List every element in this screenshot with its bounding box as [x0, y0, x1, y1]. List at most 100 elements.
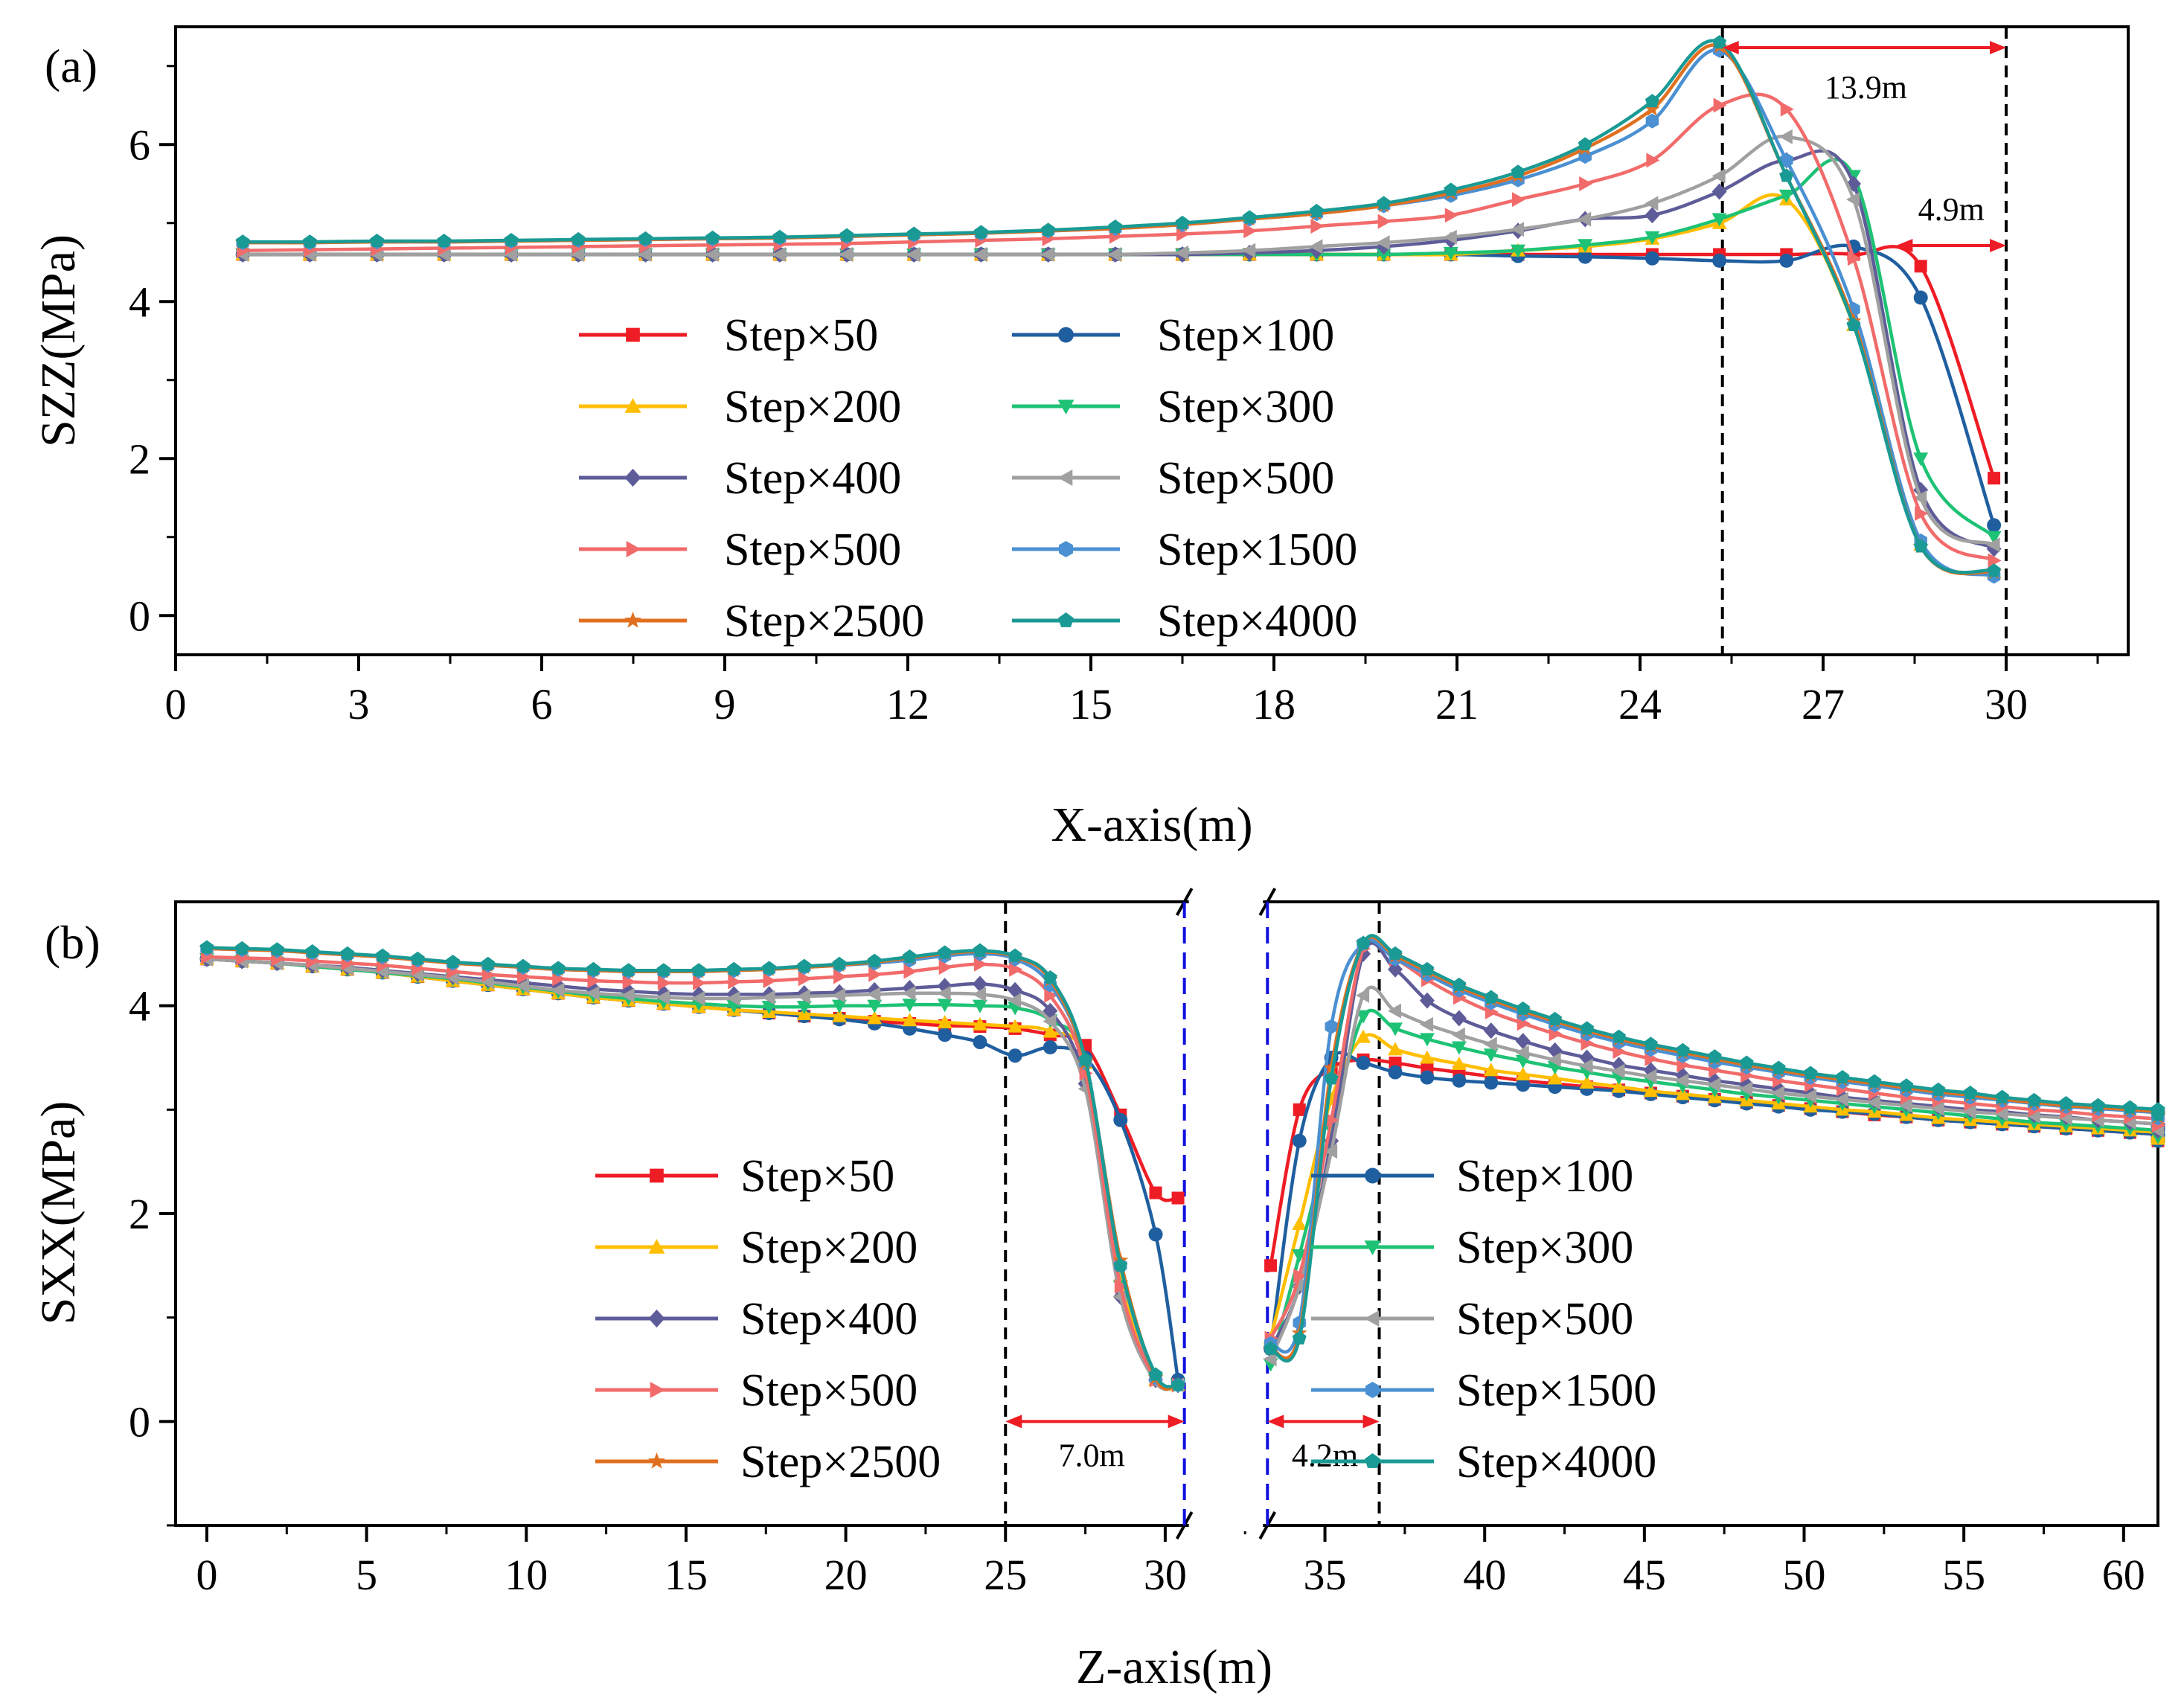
series-line-left — [206, 946, 1179, 1391]
series-Step×500 — [199, 951, 2164, 1393]
legend-entry: Step×500 — [1311, 1294, 1633, 1345]
data-point — [902, 999, 918, 1013]
data-point — [691, 990, 705, 1006]
data-point — [1356, 987, 1370, 1003]
data-point — [516, 958, 531, 973]
legend-entry: Step×4000 — [1012, 596, 1357, 647]
x-tick-label: 21 — [1435, 680, 1479, 728]
panel-b-axes: 0 5 10 15 20 25 30 35 40 45 50 55 60 0 2 4 — [129, 888, 2145, 1599]
data-point — [1171, 1377, 1185, 1391]
data-point — [1484, 1075, 1499, 1090]
data-point — [1148, 1367, 1163, 1381]
data-point — [2151, 1107, 2165, 1121]
data-point — [1994, 1106, 2008, 1121]
panel-b-x-axis-title: Z-axis(m) — [1076, 1640, 1272, 1694]
data-point — [1420, 1070, 1435, 1085]
series-Step×300 — [235, 158, 2002, 545]
legend-marker — [1057, 470, 1073, 486]
data-point — [1579, 176, 1593, 191]
data-point — [1483, 1063, 1499, 1077]
data-point — [2059, 1096, 2073, 1109]
data-point — [1008, 993, 1022, 1008]
data-point — [772, 246, 786, 262]
y-tick-label: 6 — [129, 121, 150, 169]
data-point — [868, 967, 883, 982]
panel-a-series — [234, 35, 2002, 584]
data-point — [1803, 1066, 1818, 1080]
data-point — [1611, 1063, 1625, 1079]
series-Step×100 — [199, 952, 2165, 1387]
legend-marker — [626, 327, 640, 342]
data-point — [1711, 183, 1727, 200]
data-point — [1962, 1104, 1976, 1120]
arrow-head-left — [1005, 1415, 1022, 1429]
data-point — [1292, 1330, 1307, 1345]
legend-marker — [650, 1382, 665, 1398]
series-Step×2500 — [234, 38, 2002, 580]
data-point — [839, 228, 854, 242]
arrow-head-right — [1362, 1415, 1380, 1429]
data-point — [973, 1035, 987, 1050]
legend-label: Step×400 — [724, 453, 901, 504]
legend-entry: Step×400 — [579, 453, 901, 504]
axis-break-gap — [1188, 1519, 1264, 1531]
x-tick-label: 20 — [824, 1551, 868, 1599]
legend-label: Step×50 — [724, 310, 878, 361]
data-point — [1913, 290, 1928, 305]
data-point — [1388, 1065, 1403, 1080]
data-point — [973, 225, 988, 239]
legend-marker — [1365, 1382, 1380, 1398]
legend-marker — [624, 398, 641, 413]
legend-entry: Step×300 — [1012, 382, 1334, 432]
series-line — [243, 149, 1996, 551]
data-point — [902, 949, 917, 964]
series-Step×200 — [199, 951, 2165, 1391]
dimension-arrow-13.9m — [1722, 41, 2006, 54]
annotation-13.9m: 13.9m — [1825, 69, 1907, 106]
data-point — [832, 987, 846, 1003]
data-point — [1645, 207, 1660, 224]
data-point — [1739, 1081, 1753, 1097]
series-Step×1500 — [200, 935, 2165, 1393]
data-point — [1986, 537, 2000, 553]
data-point — [1848, 251, 1861, 266]
data-point — [1387, 1003, 1401, 1019]
panel-b-chart: (b) 0 5 10 15 20 25 30 35 40 45 50 55 60 0 2 4 7.0m 4.2m… — [31, 888, 2166, 1694]
data-point — [1310, 218, 1325, 234]
data-point — [1930, 1101, 1944, 1116]
panel-a-label: (a) — [45, 39, 97, 92]
x-tick-label: 27 — [1802, 680, 1845, 728]
legend-marker — [1057, 400, 1075, 414]
legend-label: Step×200 — [724, 382, 901, 432]
data-point — [705, 230, 720, 244]
legend-label: Step×2500 — [724, 596, 924, 647]
data-point — [1675, 1042, 1690, 1057]
data-point — [972, 1016, 987, 1031]
data-point — [1511, 222, 1524, 237]
data-point — [586, 961, 601, 975]
data-point — [1420, 961, 1435, 975]
data-point — [973, 246, 987, 262]
y-tick-label: 2 — [129, 1190, 150, 1238]
legend-marker — [1364, 1310, 1380, 1327]
data-point — [1780, 101, 1794, 117]
data-point — [571, 246, 585, 262]
x-tick-label: 55 — [1942, 1551, 1985, 1599]
data-point — [1292, 1278, 1306, 1294]
data-point — [1578, 249, 1592, 264]
legend-label: Step×500 — [740, 1365, 918, 1416]
data-point — [1443, 229, 1457, 245]
x-tick-label: 24 — [1618, 680, 1662, 728]
data-point — [1483, 1048, 1499, 1063]
data-point — [798, 971, 812, 987]
data-point — [1041, 222, 1056, 237]
data-point — [1484, 990, 1499, 1004]
arrow-head-left — [1896, 239, 1913, 252]
data-point — [1707, 1049, 1722, 1063]
data-point — [410, 951, 425, 965]
data-point — [1646, 153, 1660, 168]
data-point — [375, 948, 390, 962]
x-tick-label: 15 — [665, 1551, 708, 1599]
